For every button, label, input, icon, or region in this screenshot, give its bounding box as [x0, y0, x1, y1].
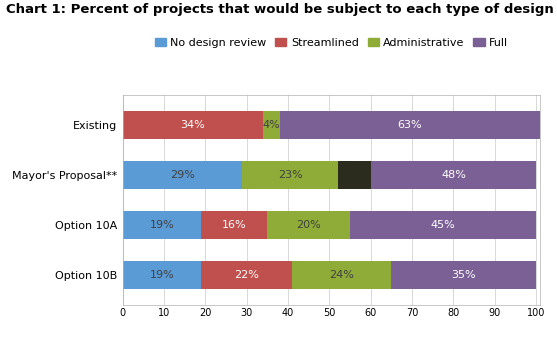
- Bar: [123, 111, 263, 139]
- Text: 23%: 23%: [278, 170, 302, 180]
- Text: 29%: 29%: [170, 170, 195, 180]
- Bar: [371, 161, 536, 189]
- Bar: [123, 211, 201, 239]
- Bar: [242, 161, 338, 189]
- Bar: [201, 261, 292, 289]
- Bar: [392, 261, 536, 289]
- Text: 22%: 22%: [234, 270, 259, 280]
- Text: 48%: 48%: [441, 170, 466, 180]
- Text: 34%: 34%: [180, 120, 205, 130]
- Bar: [263, 111, 280, 139]
- Text: 19%: 19%: [149, 270, 174, 280]
- Bar: [292, 261, 392, 289]
- Text: 24%: 24%: [329, 270, 354, 280]
- Bar: [350, 211, 536, 239]
- Bar: [201, 211, 267, 239]
- Text: 45%: 45%: [431, 220, 456, 230]
- Text: 16%: 16%: [222, 220, 247, 230]
- Bar: [123, 161, 242, 189]
- Text: 63%: 63%: [398, 120, 422, 130]
- Bar: [338, 161, 371, 189]
- Text: 19%: 19%: [149, 220, 174, 230]
- Text: 35%: 35%: [452, 270, 476, 280]
- Legend: No design review, Streamlined, Administrative, Full: No design review, Streamlined, Administr…: [150, 33, 512, 52]
- Text: 20%: 20%: [296, 220, 321, 230]
- Bar: [280, 111, 540, 139]
- Text: 4%: 4%: [262, 120, 280, 130]
- Bar: [267, 211, 350, 239]
- Text: Chart 1: Percent of projects that would be subject to each type of design review: Chart 1: Percent of projects that would …: [6, 3, 557, 16]
- Bar: [123, 261, 201, 289]
